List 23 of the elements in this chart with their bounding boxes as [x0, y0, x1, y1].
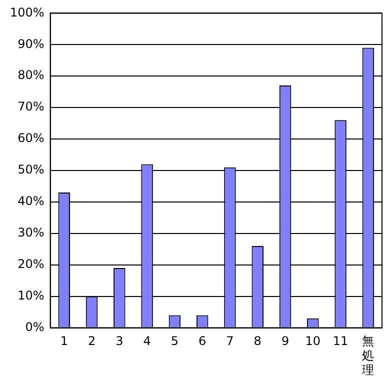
y-tick-label: 20%	[18, 257, 44, 272]
x-tick-label: 4	[143, 334, 151, 348]
x-tick-label: 9	[281, 334, 290, 348]
y-tick-label: 100%	[10, 5, 44, 20]
y-tick-label: 50%	[18, 162, 44, 177]
x-tick-label: 無処理	[362, 334, 374, 377]
y-tick-label: 90%	[18, 36, 44, 51]
x-tick-label: 5	[170, 334, 179, 348]
x-tick-label: 6	[198, 334, 206, 348]
y-tick-label: 0%	[25, 320, 44, 334]
y-tick-label: 10%	[18, 288, 44, 302]
y-tick-label: 30%	[18, 226, 44, 240]
y-tick-label: 60%	[18, 131, 44, 146]
x-tick-label: 3	[116, 334, 124, 348]
y-tick-label: 80%	[18, 68, 44, 82]
x-tick-label: 7	[226, 334, 234, 348]
x-tick-label: 2	[88, 334, 96, 348]
x-tick-label: 10	[305, 334, 321, 348]
y-tick-label: 40%	[18, 194, 44, 208]
x-tick-label: 8	[254, 334, 262, 348]
x-tick-label: 1	[60, 334, 68, 348]
y-tick-label: 70%	[18, 100, 44, 114]
x-tick-label: 11	[332, 334, 348, 348]
